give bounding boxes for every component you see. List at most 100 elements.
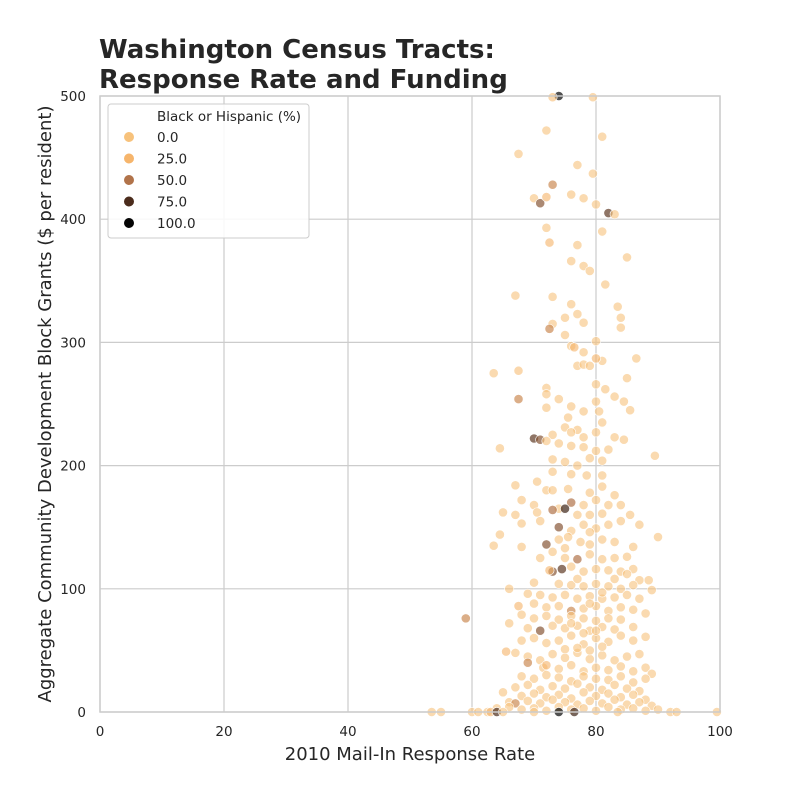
data-points: [426, 91, 722, 717]
data-point: [522, 657, 533, 668]
y-tick-label: 200: [60, 459, 86, 475]
data-point: [498, 687, 508, 698]
data-point: [591, 199, 601, 210]
data-point: [628, 542, 639, 552]
data-point: [640, 608, 651, 619]
x-tick-label: 40: [339, 724, 356, 740]
data-point: [553, 522, 564, 533]
data-point: [529, 673, 539, 684]
data-point: [510, 647, 521, 658]
data-point: [541, 705, 552, 716]
data-point: [532, 507, 542, 518]
data-point: [622, 569, 632, 579]
data-point: [522, 623, 533, 634]
data-point: [615, 516, 626, 526]
data-point: [628, 580, 639, 591]
data-point: [578, 406, 589, 417]
data-point: [603, 581, 614, 592]
data-point: [513, 394, 524, 404]
data-point: [631, 353, 642, 364]
data-point: [597, 534, 608, 545]
data-point: [609, 490, 620, 501]
x-tick-label: 60: [463, 724, 480, 740]
data-point: [584, 539, 595, 550]
data-point: [560, 543, 570, 554]
data-point: [560, 590, 570, 600]
data-point: [584, 487, 595, 498]
data-point: [634, 697, 645, 708]
data-point: [588, 168, 598, 179]
data-point: [541, 389, 552, 400]
data-point: [553, 614, 564, 625]
data-point: [584, 266, 595, 276]
data-point: [529, 598, 539, 609]
legend-title: Black or Hispanic (%): [157, 109, 301, 125]
data-point: [609, 432, 620, 443]
data-point: [553, 438, 564, 449]
y-axis-label: Aggregate Community Development Block Gr…: [35, 106, 56, 703]
data-point: [563, 484, 573, 494]
data-point: [591, 445, 601, 456]
data-point: [535, 625, 546, 636]
legend-label: 100.0: [157, 216, 196, 232]
data-point: [541, 402, 552, 413]
data-point: [572, 593, 583, 604]
data-point: [513, 149, 524, 159]
data-point: [513, 365, 524, 376]
y-tick-label: 300: [60, 335, 86, 351]
data-point: [584, 453, 595, 464]
data-point: [578, 347, 589, 358]
data-point: [516, 542, 527, 552]
data-point: [516, 635, 527, 646]
x-axis-label: 2010 Mail-In Response Rate: [285, 744, 535, 765]
data-point: [650, 450, 660, 461]
data-point: [622, 683, 632, 694]
x-tick-label: 80: [587, 724, 604, 740]
x-tick-label: 0: [96, 724, 105, 740]
data-point: [529, 633, 539, 643]
data-point: [591, 427, 601, 438]
data-point: [563, 412, 573, 423]
data-point: [584, 598, 595, 609]
data-point: [510, 509, 521, 520]
data-point: [597, 587, 608, 598]
data-point: [529, 613, 539, 624]
data-point: [566, 469, 577, 480]
data-point: [615, 583, 626, 594]
data-point: [541, 436, 552, 446]
data-point: [547, 485, 558, 496]
data-point: [572, 554, 583, 565]
data-point: [588, 92, 598, 103]
data-point: [609, 209, 620, 220]
data-point: [566, 299, 577, 310]
data-point: [578, 613, 589, 624]
data-point: [615, 602, 626, 613]
data-point: [615, 312, 626, 323]
legend-box: [107, 103, 310, 239]
data-point: [572, 509, 583, 520]
data-point: [625, 405, 635, 416]
data-point: [578, 703, 589, 714]
data-point: [553, 672, 564, 683]
data-point: [541, 222, 552, 233]
data-point: [575, 537, 586, 547]
data-point: [609, 553, 620, 563]
data-point: [516, 609, 527, 620]
data-point: [566, 580, 577, 591]
data-point: [597, 481, 608, 492]
data-point: [609, 537, 620, 547]
data-point: [597, 470, 608, 481]
data-point: [535, 516, 546, 526]
data-point: [643, 575, 654, 586]
data-point: [612, 301, 623, 312]
y-tick-label: 400: [60, 212, 86, 228]
data-point: [541, 602, 552, 613]
data-point: [603, 444, 614, 455]
data-point: [510, 480, 521, 491]
data-point: [628, 677, 639, 688]
data-point: [516, 704, 527, 715]
data-point: [640, 662, 651, 673]
data-point: [569, 342, 580, 353]
data-point: [591, 673, 601, 684]
